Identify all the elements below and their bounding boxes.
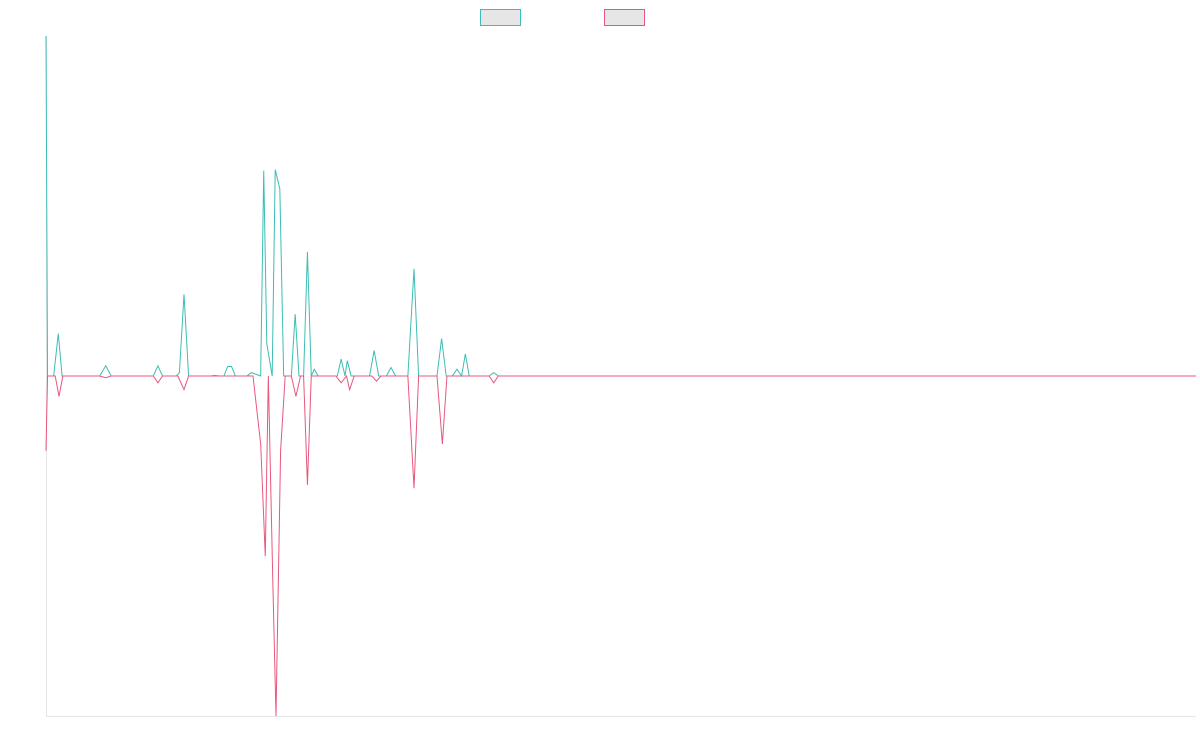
legend-item-0[interactable] [480,9,521,26]
series-line-0 [45,35,1196,378]
legend-swatch-0 [480,9,521,26]
legend [480,9,645,26]
series-layer [45,35,1196,717]
legend-item-1[interactable] [604,9,645,26]
legend-swatch-1 [604,9,645,26]
series-line-1 [45,374,1196,717]
